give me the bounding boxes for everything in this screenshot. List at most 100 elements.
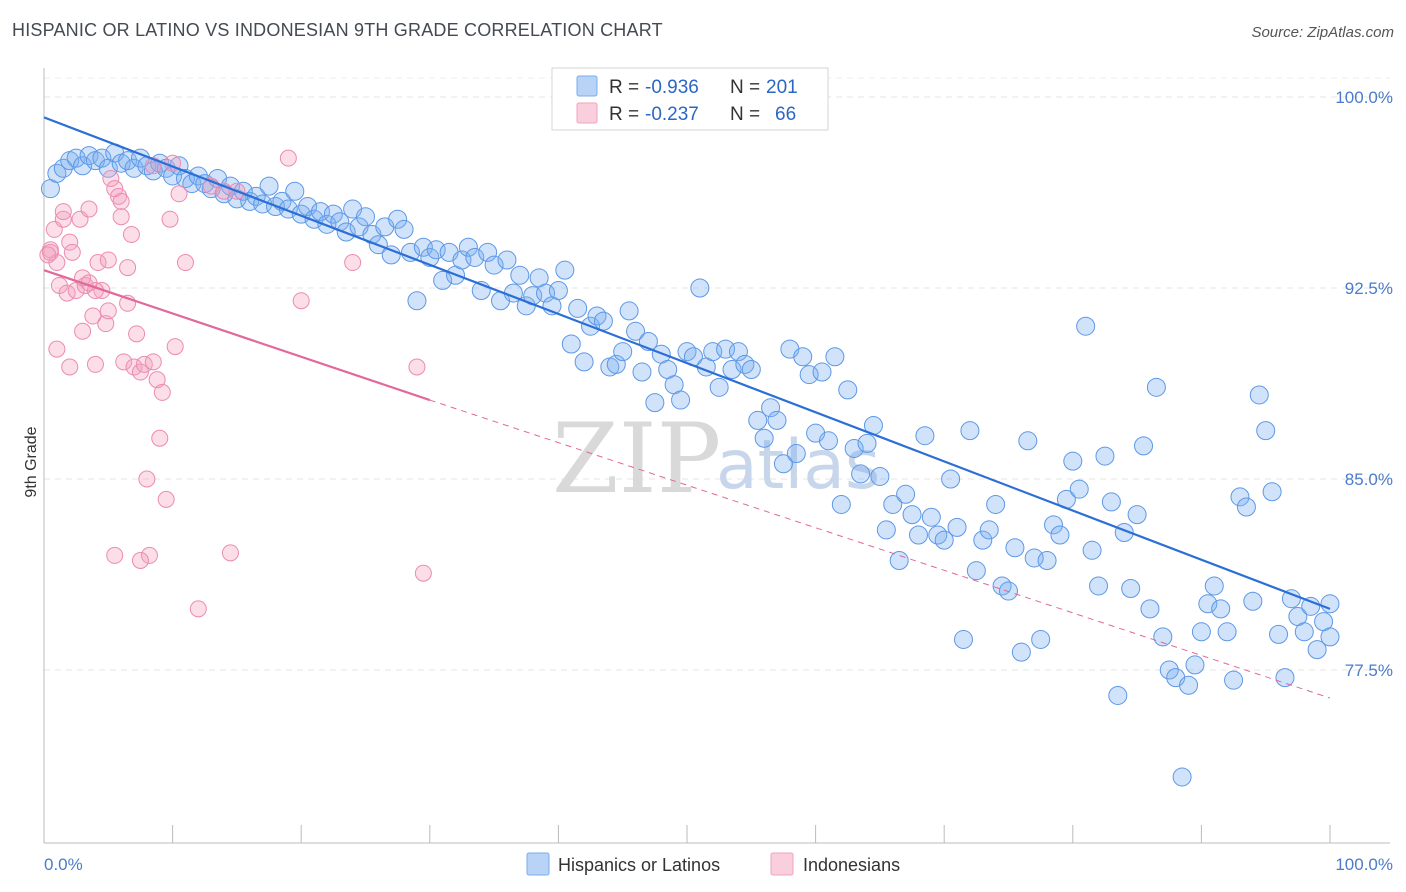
point-s0-49 — [356, 207, 375, 227]
point-s0-65 — [458, 237, 478, 257]
point-s0-144 — [966, 561, 986, 581]
point-s0-170 — [1134, 436, 1154, 456]
chart-source: Source: ZipAtlas.com — [1251, 24, 1394, 41]
point-s0-163 — [1089, 576, 1109, 596]
point-s0-109 — [741, 359, 761, 379]
point-s0-88 — [606, 354, 626, 374]
point-s0-150 — [1005, 538, 1025, 558]
point-s0-101 — [690, 278, 710, 298]
point-s0-156 — [1044, 515, 1064, 535]
top-legend-box — [551, 67, 829, 131]
point-s0-147 — [986, 494, 1006, 514]
legend-swatch-blue — [576, 75, 598, 97]
legend-n-value-0: 201 — [766, 77, 798, 98]
point-s0-61 — [433, 270, 453, 290]
point-s0-160 — [1069, 479, 1089, 499]
point-s1-25 — [122, 226, 140, 244]
point-s1-42 — [61, 358, 79, 376]
point-s0-99 — [677, 342, 697, 362]
point-s0-143 — [960, 421, 980, 441]
point-s0-110 — [748, 410, 768, 430]
point-s0-165 — [1101, 492, 1121, 512]
point-s0-131 — [883, 494, 903, 514]
point-s0-174 — [1159, 660, 1179, 680]
legend-swatch-pink — [576, 102, 598, 124]
point-s0-80 — [555, 260, 575, 280]
point-s1-19 — [102, 169, 120, 187]
point-s0-162 — [1082, 540, 1102, 560]
point-s0-81 — [561, 334, 581, 354]
point-s1-34 — [151, 429, 169, 447]
point-s0-85 — [587, 306, 607, 326]
point-s0-164 — [1095, 446, 1115, 466]
bottom-legend-swatch-pink — [770, 852, 794, 876]
point-s0-55 — [394, 219, 414, 239]
point-s1-27 — [128, 325, 146, 343]
point-s1-51 — [189, 600, 207, 618]
y-tick-label-2: 85.0% — [1345, 470, 1393, 489]
legend-r-label-1: R = — [609, 104, 639, 125]
point-s1-32 — [144, 353, 162, 371]
bottom-legend: Hispanics or Latinos Indonesians — [526, 852, 900, 876]
point-s0-108 — [735, 354, 755, 374]
point-s0-185 — [1230, 487, 1250, 507]
point-s1-37 — [161, 210, 179, 228]
legend-n-value-1: 66 — [775, 104, 796, 125]
point-s0-5 — [73, 156, 93, 176]
point-s1-61 — [39, 246, 57, 264]
point-s0-192 — [1275, 668, 1295, 688]
point-s0-145 — [973, 530, 993, 550]
chart-title: HISPANIC OR LATINO VS INDONESIAN 9TH GRA… — [12, 20, 663, 40]
point-s0-199 — [1320, 627, 1340, 647]
point-s0-134 — [902, 505, 922, 525]
point-s0-40 — [298, 197, 318, 217]
point-s0-180 — [1198, 594, 1218, 614]
point-s0-191 — [1269, 624, 1289, 644]
point-s1-22 — [112, 192, 130, 210]
point-s0-1 — [47, 163, 67, 183]
point-s0-24 — [195, 174, 215, 194]
point-s0-142 — [953, 629, 973, 649]
point-s1-13 — [84, 307, 102, 325]
point-s0-130 — [876, 520, 896, 540]
point-s0-86 — [593, 311, 613, 331]
point-s0-114 — [773, 454, 793, 474]
point-s0-181 — [1204, 576, 1224, 596]
point-s0-166 — [1108, 685, 1128, 705]
point-s0-126 — [851, 464, 871, 484]
point-s0-94 — [645, 393, 665, 413]
point-s1-35 — [153, 383, 171, 401]
point-s0-176 — [1172, 767, 1192, 787]
point-s0-117 — [793, 347, 813, 367]
point-s0-197 — [1307, 640, 1327, 660]
point-s0-92 — [632, 362, 652, 382]
point-s0-149 — [999, 581, 1018, 601]
point-s1-47 — [131, 551, 149, 569]
point-s0-169 — [1127, 505, 1147, 525]
trend-line-hispanic — [43, 116, 1331, 610]
y-axis-label: 9th Grade — [23, 426, 40, 497]
point-s1-60 — [414, 564, 432, 582]
legend-r-label-0: R = — [609, 77, 639, 98]
point-s0-200 — [1320, 594, 1340, 614]
point-s0-154 — [1031, 629, 1051, 649]
point-s0-133 — [896, 484, 916, 504]
point-s0-34 — [259, 176, 279, 196]
point-s0-127 — [857, 433, 877, 453]
point-s0-121 — [818, 431, 838, 451]
point-s0-68 — [478, 242, 498, 262]
legend-r-value-1: -0.237 — [645, 104, 699, 125]
point-s0-172 — [1146, 377, 1166, 397]
y-tick-label-1: 92.5% — [1345, 279, 1393, 298]
legend-n-label-0: N = — [730, 77, 760, 98]
point-s1-30 — [138, 470, 156, 488]
point-s0-104 — [709, 377, 729, 397]
y-tick-label-0: 100.0% — [1335, 88, 1393, 107]
point-s0-159 — [1063, 451, 1083, 471]
point-s1-58 — [344, 254, 362, 272]
point-s0-136 — [915, 426, 935, 446]
point-s0-188 — [1249, 385, 1269, 405]
point-s0-98 — [671, 390, 691, 410]
point-s0-120 — [812, 362, 832, 382]
point-s0-168 — [1121, 579, 1141, 599]
